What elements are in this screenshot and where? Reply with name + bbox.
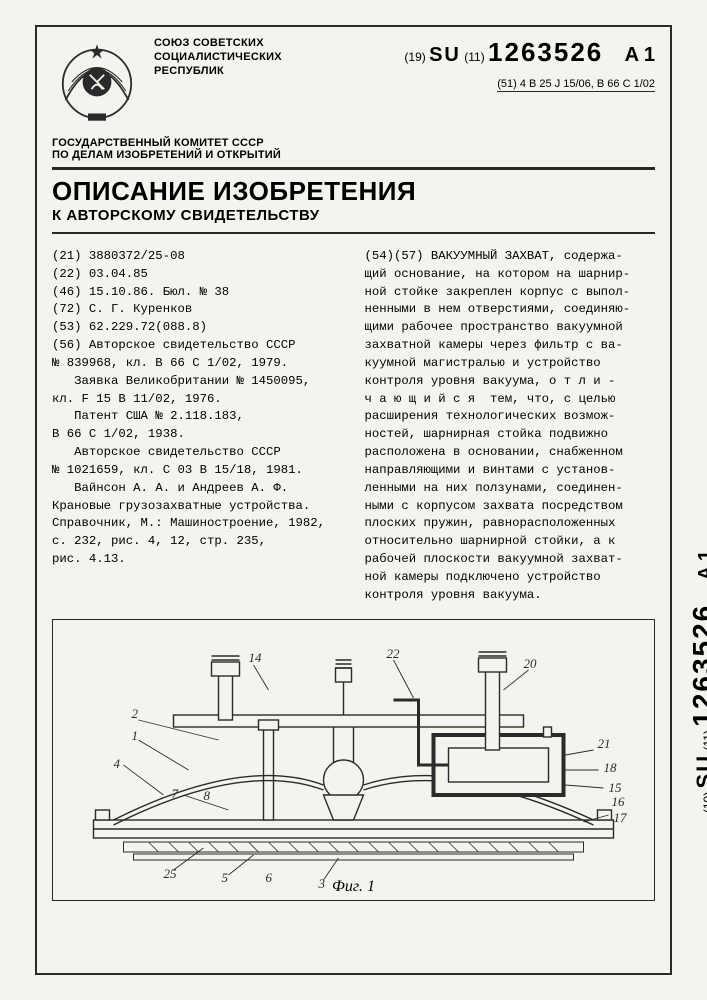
svg-text:4: 4 bbox=[114, 756, 121, 771]
prefix-19: (19) bbox=[404, 50, 425, 64]
committee-name: ГОСУДАРСТВЕННЫЙ КОМИТЕТ СССР ПО ДЕЛАМ ИЗ… bbox=[37, 133, 670, 163]
left-column: (21) 3880372/25-08 (22) 03.04.85 (46) 15… bbox=[52, 248, 343, 605]
country-code: SU bbox=[429, 44, 461, 66]
page: СОЮЗ СОВЕТСКИХ СОЦИАЛИСТИЧЕСКИХ РЕСПУБЛИ… bbox=[0, 0, 707, 1000]
right-column: (54)(57) ВАКУУМНЫЙ ЗАХВАТ, содержа- щий … bbox=[365, 248, 656, 605]
svg-text:1: 1 bbox=[132, 728, 139, 743]
committee-line1: ГОСУДАРСТВЕННЫЙ КОМИТЕТ СССР bbox=[52, 137, 655, 149]
svg-text:5: 5 bbox=[222, 870, 229, 885]
ipc-prefix: (51) 4 bbox=[497, 78, 526, 90]
svg-text:8: 8 bbox=[204, 788, 211, 803]
side-suffix: A 1 bbox=[695, 550, 707, 580]
title-main: ОПИСАНИЕ ИЗОБРЕТЕНИЯ bbox=[37, 170, 670, 207]
svg-text:15: 15 bbox=[609, 780, 623, 795]
header: СОЮЗ СОВЕТСКИХ СОЦИАЛИСТИЧЕСКИХ РЕСПУБЛИ… bbox=[37, 27, 670, 133]
ipc-codes: B 25 J 15/06, B 66 C 1/02 bbox=[529, 78, 655, 90]
issuer-name: СОЮЗ СОВЕТСКИХ СОЦИАЛИСТИЧЕСКИХ РЕСПУБЛИ… bbox=[154, 37, 282, 78]
issuer-line2: СОЦИАЛИСТИЧЕСКИХ bbox=[154, 51, 282, 65]
content-frame: СОЮЗ СОВЕТСКИХ СОЦИАЛИСТИЧЕСКИХ РЕСПУБЛИ… bbox=[35, 25, 672, 975]
side-number: 1263526 bbox=[687, 604, 707, 727]
side-doc-number: (19) SU (11) 1263526 A 1 bbox=[687, 550, 707, 813]
svg-text:18: 18 bbox=[604, 760, 618, 775]
svg-text:3: 3 bbox=[318, 876, 326, 891]
svg-text:21: 21 bbox=[598, 736, 611, 751]
patent-number: 1263526 bbox=[488, 37, 603, 67]
ipc-classification: (51) 4 B 25 J 15/06, B 66 C 1/02 bbox=[497, 78, 655, 92]
figure-1: 2 1 4 7 8 14 22 20 21 18 15 16 17 25 5 6 bbox=[52, 619, 655, 901]
svg-text:25: 25 bbox=[164, 866, 178, 881]
body-columns: (21) 3880372/25-08 (22) 03.04.85 (46) 15… bbox=[37, 234, 670, 613]
title-sub: К АВТОРСКОМУ СВИДЕТЕЛЬСТВУ bbox=[37, 207, 670, 232]
side-country: SU bbox=[692, 754, 707, 789]
svg-text:7: 7 bbox=[172, 786, 179, 801]
ussr-emblem-icon bbox=[52, 37, 142, 127]
side-prefix-11: (11) bbox=[701, 730, 707, 750]
svg-text:17: 17 bbox=[614, 810, 628, 825]
doc-number-block: (19) SU (11) 1263526 A 1 (51) 4 B 25 J 1… bbox=[404, 37, 655, 92]
prefix-11: (11) bbox=[464, 50, 484, 64]
committee-line2: ПО ДЕЛАМ ИЗОБРЕТЕНИЙ И ОТКРЫТИЙ bbox=[52, 149, 655, 161]
number-suffix: A 1 bbox=[625, 44, 655, 66]
svg-text:14: 14 bbox=[249, 650, 263, 665]
svg-text:20: 20 bbox=[524, 656, 538, 671]
svg-text:16: 16 bbox=[612, 794, 626, 809]
svg-text:22: 22 bbox=[387, 646, 401, 661]
issuer-line3: РЕСПУБЛИК bbox=[154, 65, 282, 79]
doc-number: (19) SU (11) 1263526 A 1 bbox=[404, 37, 655, 68]
figure-label: Фиг. 1 bbox=[332, 878, 375, 896]
svg-text:6: 6 bbox=[266, 870, 273, 885]
side-prefix-19: (19) bbox=[701, 792, 707, 813]
issuer-line1: СОЮЗ СОВЕТСКИХ bbox=[154, 37, 282, 51]
svg-text:2: 2 bbox=[132, 706, 139, 721]
